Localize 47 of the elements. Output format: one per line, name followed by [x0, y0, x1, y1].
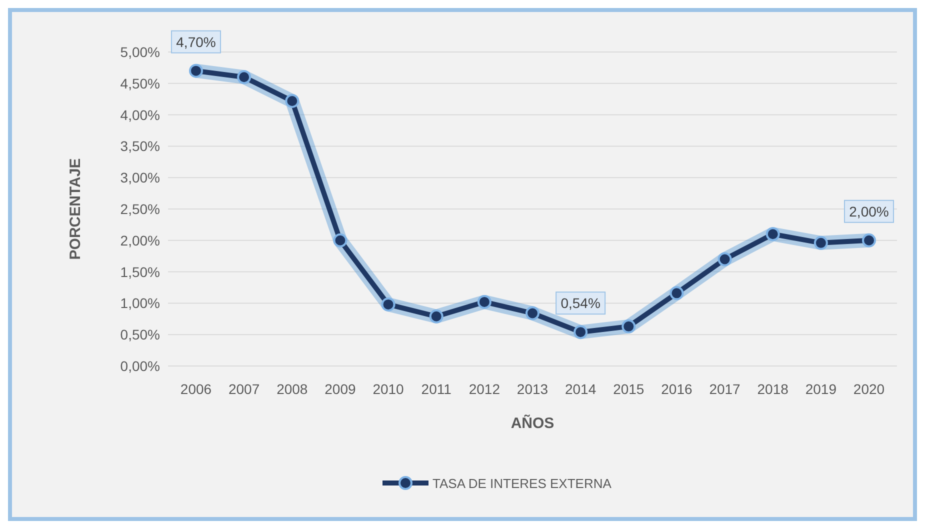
x-tick-label: 2011	[421, 381, 452, 397]
x-tick-label: 2008	[276, 381, 308, 397]
point	[237, 70, 252, 84]
point	[766, 227, 780, 242]
point	[189, 64, 203, 78]
y-tick-label: 0,50%	[120, 326, 160, 343]
x-tick-label: 2015	[613, 381, 644, 397]
point	[862, 233, 876, 248]
y-axis-title: PORCENTAJE	[67, 158, 84, 260]
legend-label: TASA DE INTERES EXTERNA	[432, 476, 612, 491]
y-tick-label: 4,00%	[120, 106, 160, 123]
x-tick-label: 2006	[180, 381, 212, 397]
point	[381, 297, 396, 312]
point	[429, 309, 444, 324]
x-tick-label: 2010	[372, 381, 404, 397]
y-tick-label: 2,50%	[120, 201, 160, 217]
data-label: 4,70%	[176, 34, 216, 50]
x-tick-label: 2013	[516, 381, 548, 397]
y-tick-label: 3,50%	[120, 138, 160, 154]
y-tick-label: 1,00%	[120, 295, 160, 312]
x-tick-label: 2007	[228, 381, 260, 397]
y-tick-label: 3,00%	[120, 170, 160, 186]
y-tick-label: 1,50%	[120, 264, 160, 280]
x-tick-label: 2009	[324, 381, 356, 397]
point	[622, 319, 636, 334]
point	[333, 233, 348, 248]
y-tick-label: 5,00%	[120, 44, 160, 60]
x-tick-label: 2020	[853, 381, 885, 397]
data-label: 2,00%	[849, 203, 889, 220]
point	[670, 286, 684, 300]
point	[477, 294, 492, 309]
y-tick-label: 4,50%	[120, 75, 160, 92]
x-tick-label: 2012	[468, 381, 500, 397]
x-tick-label: 2014	[564, 381, 596, 397]
x-axis-title: AÑOS	[510, 414, 554, 432]
data-label: 0,54%	[560, 295, 600, 312]
y-tick-label: 0,00%	[120, 358, 160, 374]
point	[285, 94, 300, 108]
point	[814, 236, 828, 250]
point	[718, 252, 732, 266]
x-tick-label: 2018	[757, 381, 789, 397]
point	[526, 306, 540, 320]
point	[574, 325, 588, 340]
x-tick-label: 2017	[709, 381, 741, 397]
x-tick-label: 2019	[805, 381, 837, 397]
y-tick-label: 2,00%	[120, 232, 160, 248]
x-tick-label: 2016	[661, 381, 692, 397]
